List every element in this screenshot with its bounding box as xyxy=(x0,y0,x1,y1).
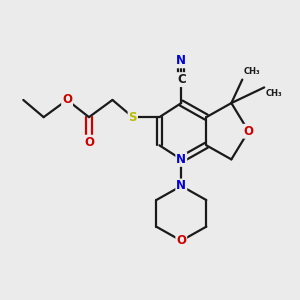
Text: O: O xyxy=(62,93,72,106)
Text: CH₃: CH₃ xyxy=(266,89,282,98)
Text: N: N xyxy=(176,54,186,67)
Text: O: O xyxy=(176,234,186,247)
Text: CH₃: CH₃ xyxy=(244,67,260,76)
Text: O: O xyxy=(84,136,94,149)
Text: O: O xyxy=(244,125,254,138)
Text: N: N xyxy=(176,179,186,193)
Text: C: C xyxy=(177,73,186,86)
Text: S: S xyxy=(128,111,137,124)
Text: N: N xyxy=(176,153,186,166)
